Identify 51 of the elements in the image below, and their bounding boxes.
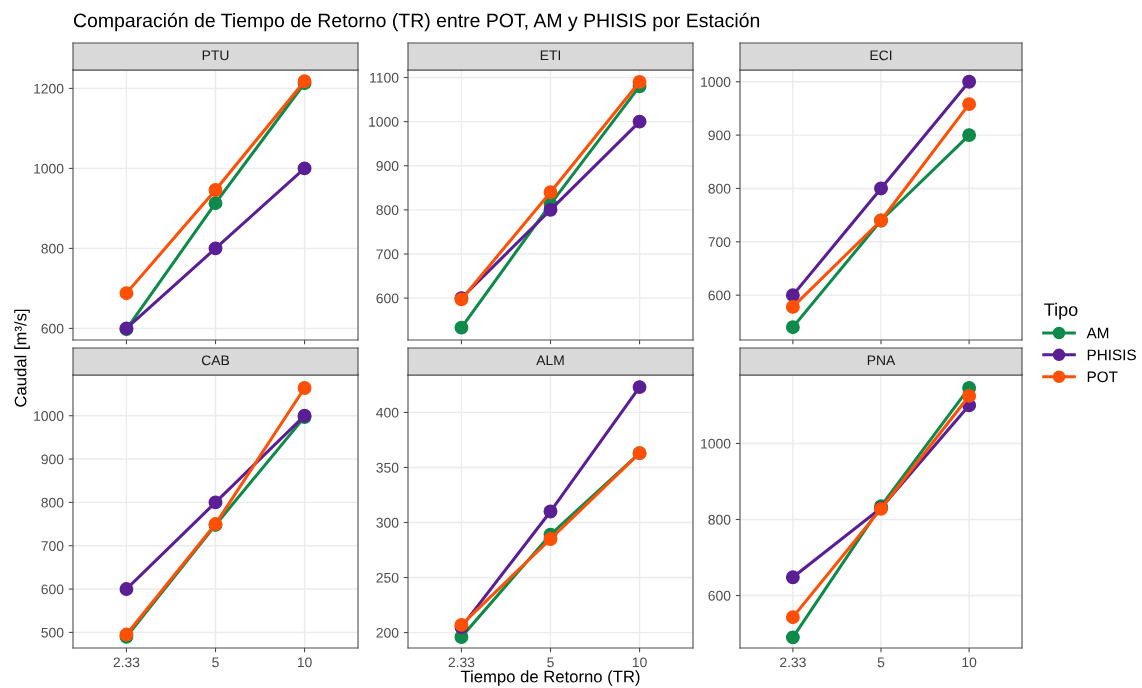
- y-tick-label: 800: [41, 243, 64, 254]
- x-tick-label: 10: [632, 657, 647, 668]
- x-tick-label: 10: [297, 657, 312, 668]
- y-tick-label: 800: [41, 497, 64, 508]
- chart-title: ALM: [536, 355, 564, 366]
- y-tick-label: 900: [708, 130, 731, 141]
- legend-label: PHISIS: [1087, 349, 1136, 361]
- y-tick-label: 600: [41, 323, 64, 334]
- y-tick-label: 600: [708, 590, 731, 601]
- y-tick-label: 1000: [701, 438, 731, 449]
- x-tick-label: 10: [962, 657, 977, 668]
- y-tick-label: 1000: [369, 116, 399, 127]
- x-tick-label: 2.33: [113, 657, 140, 668]
- y-tick-label: 400: [376, 407, 399, 418]
- y-tick-label: 200: [376, 627, 399, 638]
- y-tick-label: 800: [376, 205, 399, 216]
- y-tick-label: 700: [708, 237, 731, 247]
- chart-title: PTU: [202, 50, 229, 61]
- chart-title: ETI: [540, 50, 561, 61]
- y-tick-label: 600: [708, 290, 731, 301]
- y-tick-label: 800: [708, 514, 731, 525]
- y-tick-label: 600: [41, 584, 64, 595]
- legend-label: AM: [1086, 327, 1109, 339]
- y-tick-label: 350: [376, 462, 399, 473]
- y-tick-label: 1000: [701, 77, 731, 87]
- text: Comparación de Tiempo de Retorno (TR) entre POT, AM y PHISIS por Estación: [73, 12, 760, 32]
- y-tick-label: 900: [41, 454, 64, 465]
- y-tick-label: 300: [376, 517, 399, 528]
- x-tick-label: 5: [547, 657, 554, 668]
- text: Caudal [m³/s]: [14, 309, 30, 407]
- y-tick-label: 500: [41, 627, 64, 638]
- chart-title: ECI: [870, 50, 892, 61]
- y-tick-label: 700: [41, 541, 64, 551]
- chart-title: PNA: [867, 355, 896, 366]
- x-tick-label: 2.33: [780, 657, 806, 668]
- y-tick-label: 700: [376, 249, 399, 260]
- y-tick-label: 1000: [34, 163, 64, 174]
- y-tick-label: 600: [376, 293, 399, 304]
- legend-title: Tipo: [1044, 302, 1078, 320]
- text: Tiempo de Retorno (TR): [460, 670, 640, 686]
- y-tick-label: 1000: [34, 411, 64, 421]
- y-tick-label: 800: [708, 183, 731, 194]
- x-tick-label: 2.33: [448, 657, 475, 668]
- y-tick-label: 250: [376, 572, 399, 583]
- y-tick-label: 1200: [34, 83, 64, 94]
- x-tick-label: 5: [877, 657, 885, 668]
- chart-title: CAB: [201, 355, 230, 366]
- y-tick-label: 900: [376, 161, 399, 171]
- y-tick-label: 1100: [370, 72, 399, 83]
- x-tick-label: 5: [212, 657, 219, 668]
- legend-label: POT: [1087, 371, 1118, 383]
